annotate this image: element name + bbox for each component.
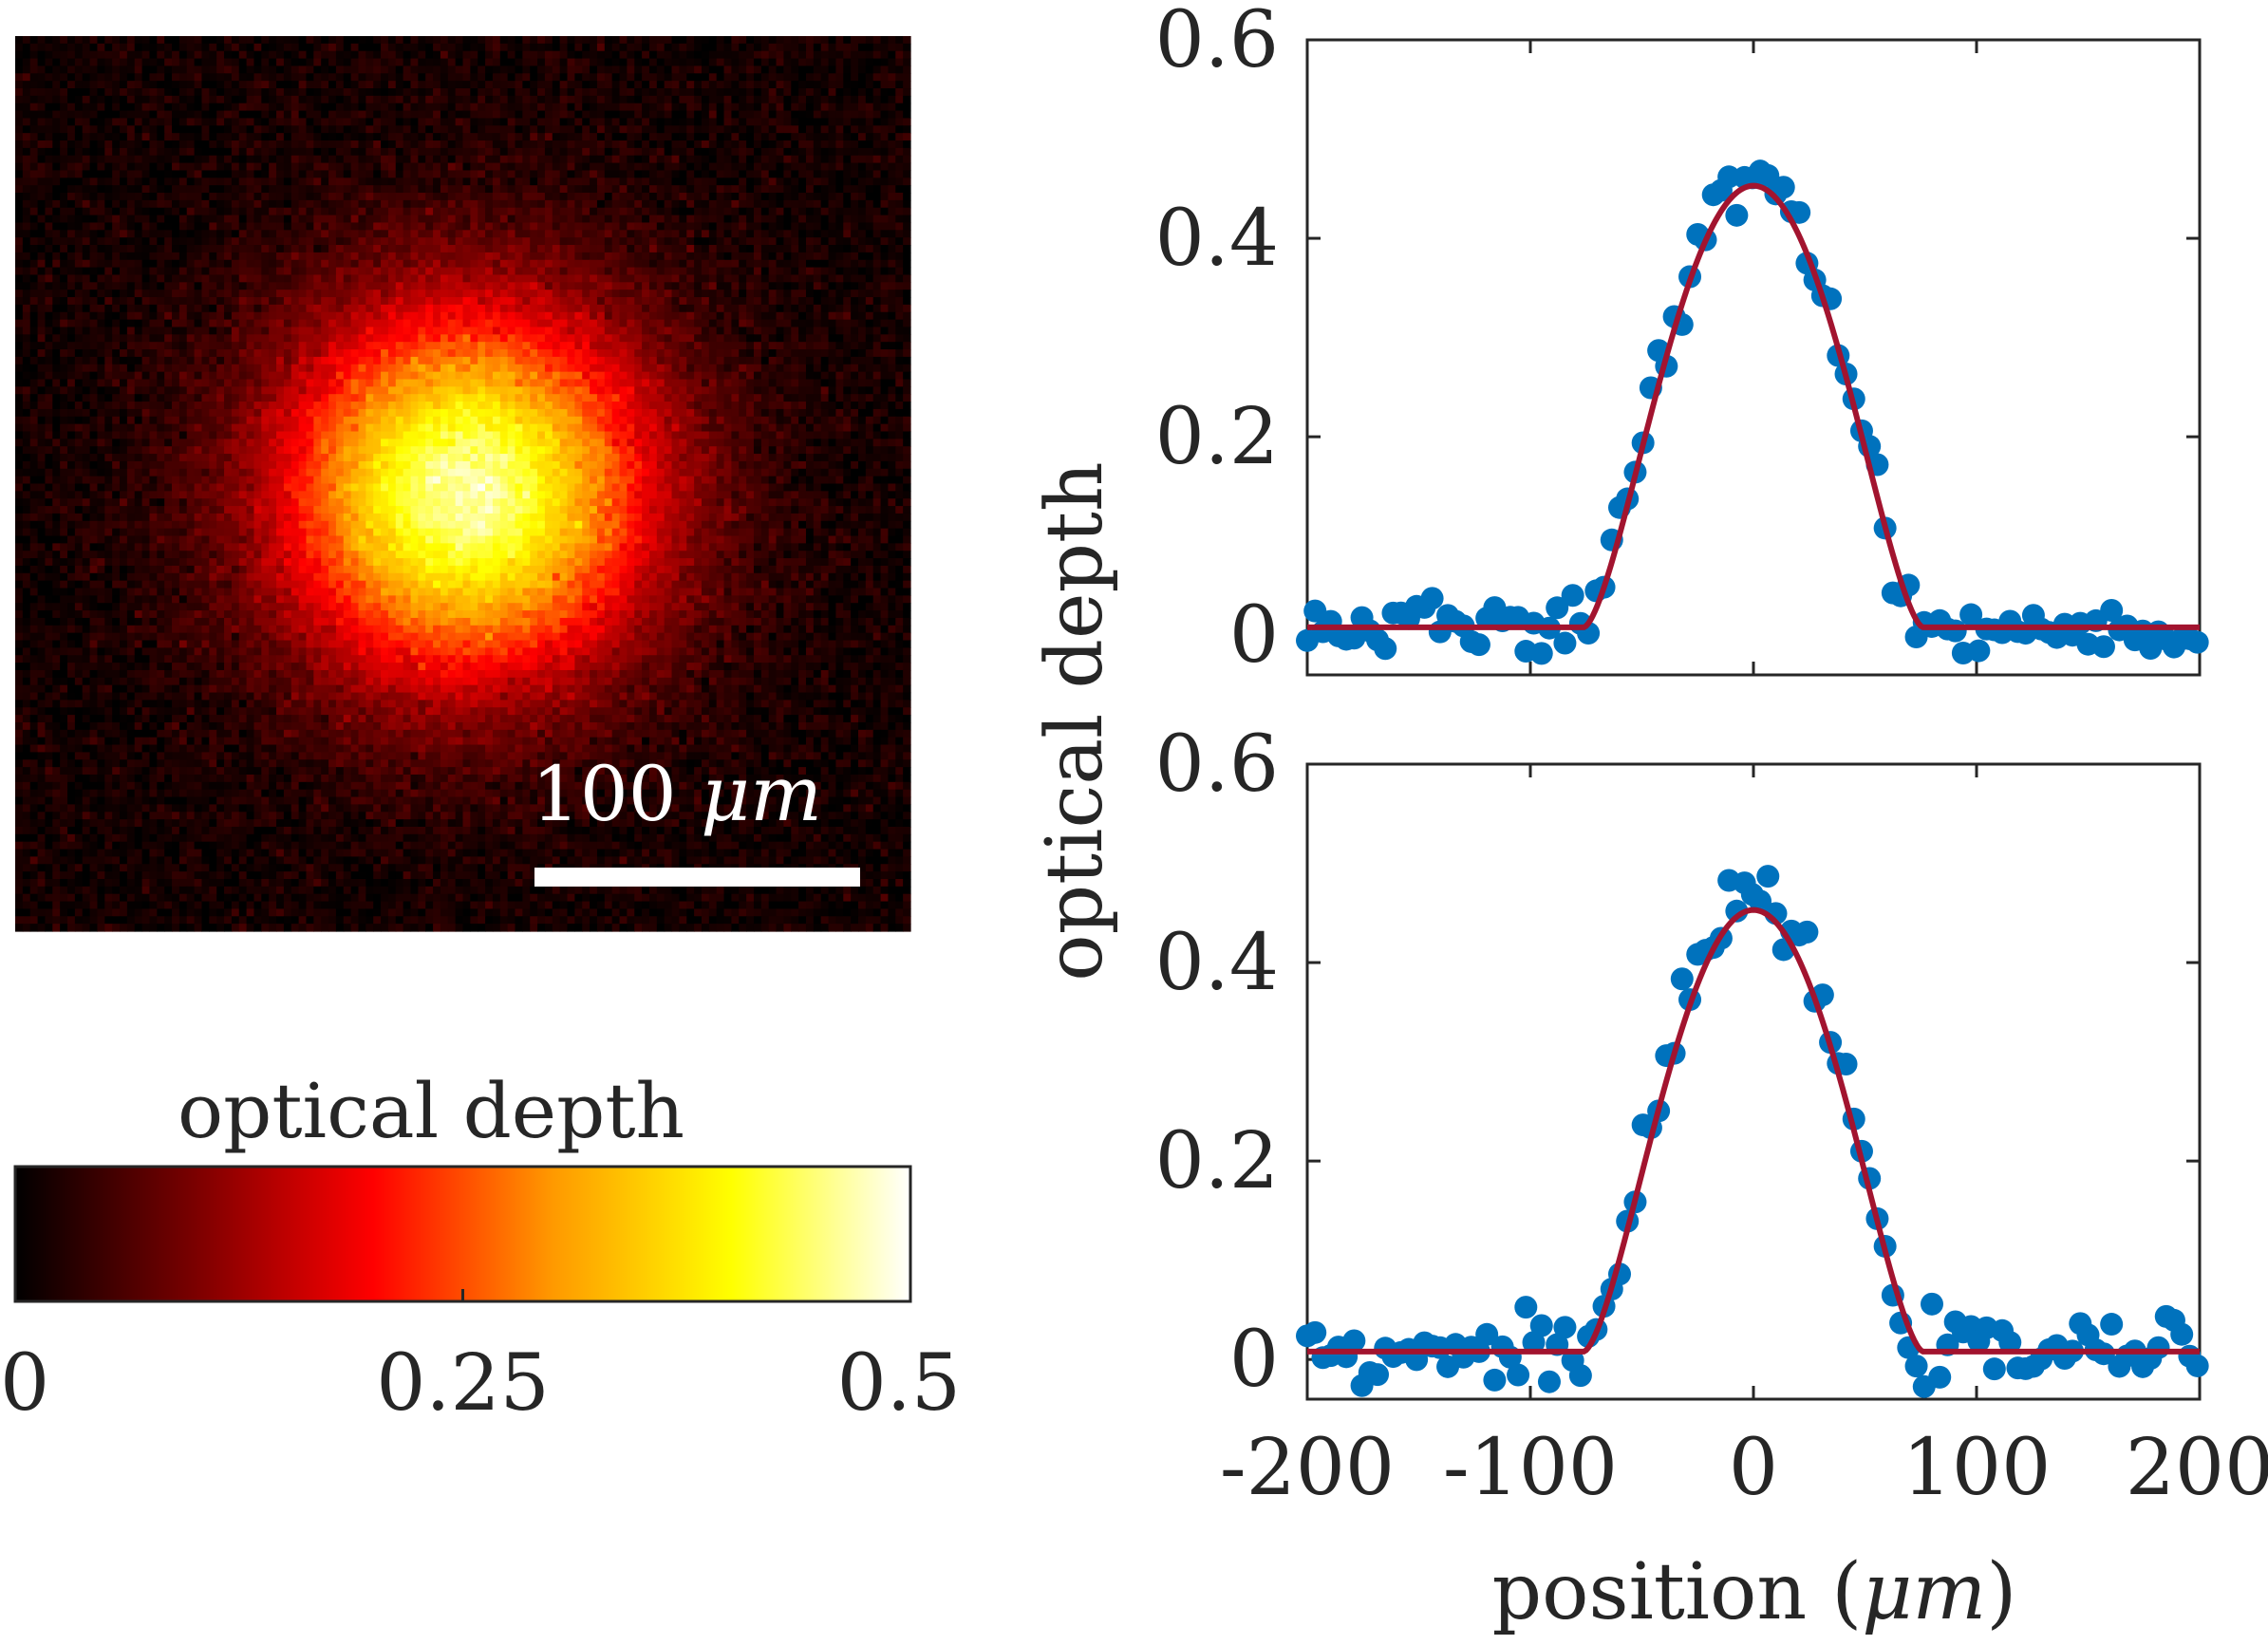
colorbar: optical depth 0 0.25 0.5 bbox=[0, 1067, 961, 1429]
colorbar-tick-label-2: 0.5 bbox=[837, 1338, 961, 1429]
bottom-plot-data-point bbox=[2146, 1336, 2170, 1359]
bottom-plot-data-point bbox=[1749, 889, 1772, 913]
bottom-plot-data-point bbox=[1795, 920, 1819, 944]
bottom-plot-data-point bbox=[1725, 899, 1749, 923]
x-axis-label-word: position bbox=[1492, 1547, 1808, 1637]
top-plot-data-point bbox=[2091, 635, 2115, 659]
top-plot-data-point bbox=[1756, 163, 1780, 187]
top-plot-data-point bbox=[1561, 584, 1584, 608]
bottom-plot-data-point bbox=[1514, 1296, 1538, 1319]
bottom-plot-data-point bbox=[1921, 1292, 1943, 1316]
top-plot-ytick-label-1: 0.2 bbox=[1155, 392, 1279, 482]
bottom-plot-data-point bbox=[1507, 1363, 1530, 1387]
top-plot-data-point bbox=[1725, 203, 1749, 227]
top-plot-data-point bbox=[2185, 630, 2209, 654]
bottom-plot-data-point bbox=[1529, 1314, 1553, 1337]
heatmap-pixels bbox=[15, 36, 911, 932]
bottom-plot-axes-box bbox=[1305, 762, 2202, 1401]
bottom-plot-data-point bbox=[1483, 1368, 1507, 1392]
top-plot-data-point bbox=[1771, 176, 1795, 199]
bottom-plot-data-point bbox=[1982, 1357, 2006, 1381]
top-plot-data-point bbox=[1420, 587, 1444, 610]
x-axis-label-unit: μm bbox=[1862, 1547, 1986, 1637]
bottom-plot-data-point bbox=[2185, 1354, 2209, 1377]
top-plot-data-point bbox=[2100, 599, 2124, 623]
bottom-plot-data-point bbox=[1928, 1365, 1952, 1389]
scale-bar-unit: μm bbox=[701, 750, 822, 838]
bottom-plot-data-point bbox=[2100, 1313, 2124, 1337]
bottom-plot-xtick-label-3: 100 bbox=[1902, 1423, 2052, 1513]
bottom-plot-data-point bbox=[1670, 967, 1694, 991]
bottom-plot-data-point bbox=[1834, 1053, 1858, 1076]
top-plot-ytick-label-2: 0.4 bbox=[1155, 194, 1279, 284]
top-plot-axes-box bbox=[1305, 38, 2202, 677]
colorbar-title: optical depth bbox=[178, 1067, 684, 1155]
bottom-plot-ytick-label-2: 0.4 bbox=[1155, 918, 1279, 1008]
bottom-plot-data-point bbox=[1553, 1316, 1577, 1339]
bottom-plot-ytick-label-3: 0.6 bbox=[1155, 720, 1279, 810]
bottom-plot-data-point bbox=[1998, 1331, 2022, 1355]
bottom-plot-ytick-label-1: 0.2 bbox=[1155, 1116, 1279, 1206]
bottom-plot-data-point bbox=[1537, 1370, 1561, 1393]
top-plot-data-point bbox=[1553, 631, 1577, 655]
bottom-plot-xtick-label-2: 0 bbox=[1729, 1423, 1778, 1513]
bottom-plot-xtick-label-1: -100 bbox=[1443, 1423, 1618, 1513]
bottom-plot-fit-line bbox=[1307, 907, 2200, 1355]
top-plot-data-point bbox=[1959, 603, 1983, 626]
scale-bar bbox=[534, 868, 860, 887]
bottom-plot-data-point bbox=[1904, 1355, 1928, 1378]
top-plot-data-point bbox=[1788, 200, 1811, 224]
top-plot-data-point bbox=[1374, 637, 1397, 661]
heatmap-panel: 100 μm bbox=[15, 36, 911, 932]
plot-top: 0 0.2 0.4 0.6 bbox=[1155, 0, 2209, 681]
bottom-plot-data-point bbox=[1756, 865, 1780, 888]
bottom-plot-data-point bbox=[1475, 1322, 1499, 1346]
top-plot-data-point bbox=[1967, 639, 1991, 663]
scale-bar-label: 100 μm bbox=[532, 750, 822, 838]
x-axis-label: position (μm) bbox=[1492, 1547, 2017, 1637]
scale-bar-number: 100 bbox=[532, 750, 677, 838]
top-plot-data-point bbox=[1546, 596, 1569, 620]
plot-bottom: -200 -100 0 100 200 0 0.2 0.4 0.6 bbox=[1155, 720, 2268, 1513]
y-axis-label: optical depth bbox=[1030, 461, 1120, 981]
bottom-plot-data-point bbox=[1342, 1329, 1366, 1353]
bottom-plot-xtick-label-4: 200 bbox=[2126, 1423, 2268, 1513]
top-plot-data-point bbox=[1467, 633, 1490, 657]
bottom-plot-xtick-label-0: -200 bbox=[1220, 1423, 1395, 1513]
bottom-plot-data-point bbox=[1568, 1364, 1592, 1388]
bottom-plot-data-point bbox=[2170, 1322, 2194, 1346]
colorbar-tick-label-1: 0.25 bbox=[376, 1338, 550, 1429]
colorbar-tick-label-0: 0 bbox=[0, 1338, 49, 1429]
top-plot-data-point bbox=[1529, 642, 1553, 665]
top-plot-ytick-label-0: 0 bbox=[1229, 590, 1279, 681]
bottom-plot-ytick-label-0: 0 bbox=[1229, 1315, 1279, 1405]
bottom-plot-data-point bbox=[1303, 1320, 1327, 1344]
bottom-plot-data-point bbox=[1366, 1363, 1390, 1387]
colorbar-gradient bbox=[13, 1165, 912, 1303]
top-plot-ytick-label-3: 0.6 bbox=[1155, 0, 1279, 85]
top-plot-fit-line bbox=[1307, 182, 2200, 630]
colorbar-ticks: 0 0.25 0.5 bbox=[0, 1289, 961, 1429]
